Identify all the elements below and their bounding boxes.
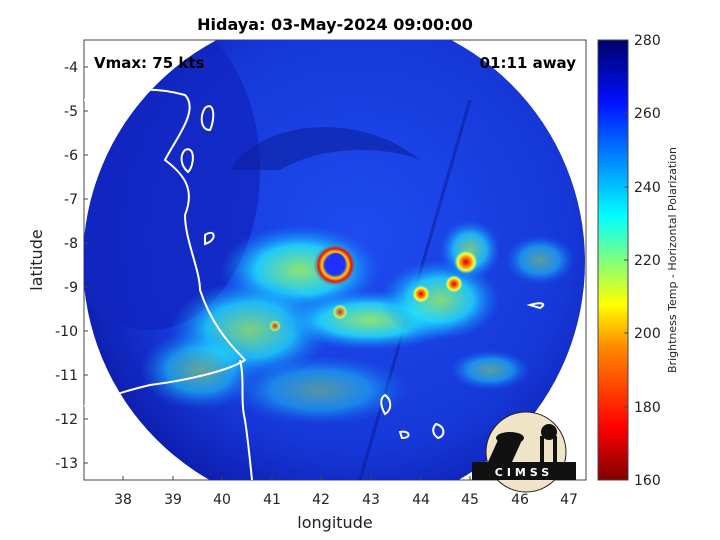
colorbar-tick-label: 240 bbox=[634, 180, 661, 196]
island-pemba bbox=[200, 105, 215, 132]
x-tick-label: 47 bbox=[560, 492, 578, 508]
x-axis: 38 39 40 41 42 43 44 45 46 47 longitude bbox=[114, 476, 578, 532]
y-tick-label: -8 bbox=[64, 236, 78, 252]
y-tick-label: -11 bbox=[55, 368, 78, 384]
colorbar-scale bbox=[597, 39, 629, 481]
island-aldabra bbox=[526, 302, 545, 310]
x-tick-label: 40 bbox=[213, 492, 231, 508]
map-title: Hidaya: 03-May-2024 09:00:00 bbox=[197, 15, 473, 34]
y-tick-label: -5 bbox=[64, 104, 78, 120]
y-tick-label: -7 bbox=[64, 192, 78, 208]
y-tick-label: -4 bbox=[64, 60, 78, 76]
colorbar: 280 260 240 220 200 180 160 Brightness T… bbox=[597, 33, 679, 489]
water-tower-icon bbox=[541, 424, 557, 440]
island-comoros-1 bbox=[380, 393, 392, 416]
y-tick-label: -12 bbox=[55, 412, 78, 428]
x-axis-label: longitude bbox=[297, 513, 372, 532]
colorbar-tick-label: 180 bbox=[634, 400, 661, 416]
time-away-label: 01:11 away bbox=[480, 54, 577, 72]
island-mafia bbox=[204, 231, 215, 246]
x-tick-label: 42 bbox=[312, 492, 330, 508]
logo-text: CIMSS bbox=[495, 466, 553, 479]
colorbar-tick-label: 260 bbox=[634, 106, 661, 122]
colorbar-tick-label: 280 bbox=[634, 33, 661, 49]
colorbar-tick-label: 220 bbox=[634, 253, 661, 269]
island-comoros-3 bbox=[432, 422, 445, 440]
x-tick-label: 39 bbox=[164, 492, 182, 508]
x-tick-label: 38 bbox=[114, 492, 132, 508]
y-tick-label: -6 bbox=[64, 148, 78, 164]
vmax-label: Vmax: 75 kts bbox=[94, 54, 204, 72]
y-tick-label: -10 bbox=[55, 324, 78, 340]
x-tick-label: 43 bbox=[362, 492, 380, 508]
coastline bbox=[84, 88, 247, 407]
satellite-swath bbox=[84, 40, 585, 480]
x-tick-label: 46 bbox=[511, 492, 529, 508]
y-tick-label: -13 bbox=[55, 456, 78, 472]
colorbar-label: Brightness Temp - Horizontal Polarizatio… bbox=[666, 147, 679, 373]
island-comoros-2 bbox=[398, 430, 410, 440]
island-zanzibar bbox=[180, 148, 194, 174]
x-tick-label: 44 bbox=[412, 492, 430, 508]
x-tick-label: 41 bbox=[263, 492, 281, 508]
colorbar-tick-label: 200 bbox=[634, 326, 661, 342]
x-tick-label: 45 bbox=[461, 492, 479, 508]
y-axis: -4 -5 -6 -7 -8 -9 -10 -11 -12 -13 latitu… bbox=[27, 60, 88, 472]
cimss-logo: CIMSS bbox=[472, 411, 576, 493]
satellite-dish-icon bbox=[488, 440, 522, 462]
y-tick-label: -9 bbox=[64, 280, 78, 296]
y-axis-label: latitude bbox=[27, 229, 46, 290]
storm-eye bbox=[327, 253, 345, 271]
colorbar-tick-label: 160 bbox=[634, 473, 661, 489]
